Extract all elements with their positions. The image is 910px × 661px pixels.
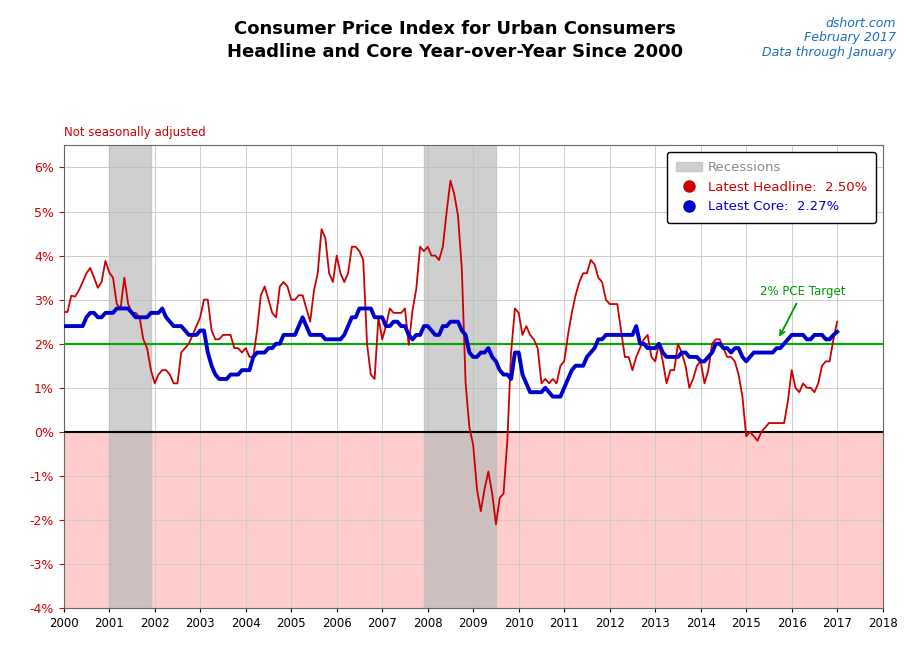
Bar	[109, 145, 151, 608]
Text: Consumer Price Index for Urban Consumers: Consumer Price Index for Urban Consumers	[234, 20, 676, 38]
Bar	[424, 145, 496, 608]
Text: Data through January: Data through January	[763, 46, 896, 59]
Text: dshort.com: dshort.com	[826, 17, 896, 30]
Text: Not seasonally adjusted: Not seasonally adjusted	[64, 126, 206, 139]
Text: Headline and Core Year-over-Year Since 2000: Headline and Core Year-over-Year Since 2…	[227, 43, 683, 61]
Text: February 2017: February 2017	[804, 31, 896, 44]
Text: 2% PCE Target: 2% PCE Target	[760, 286, 845, 335]
Legend: Recessions, Latest Headline:  2.50%, Latest Core:  2.27%: Recessions, Latest Headline: 2.50%, Late…	[667, 152, 876, 223]
